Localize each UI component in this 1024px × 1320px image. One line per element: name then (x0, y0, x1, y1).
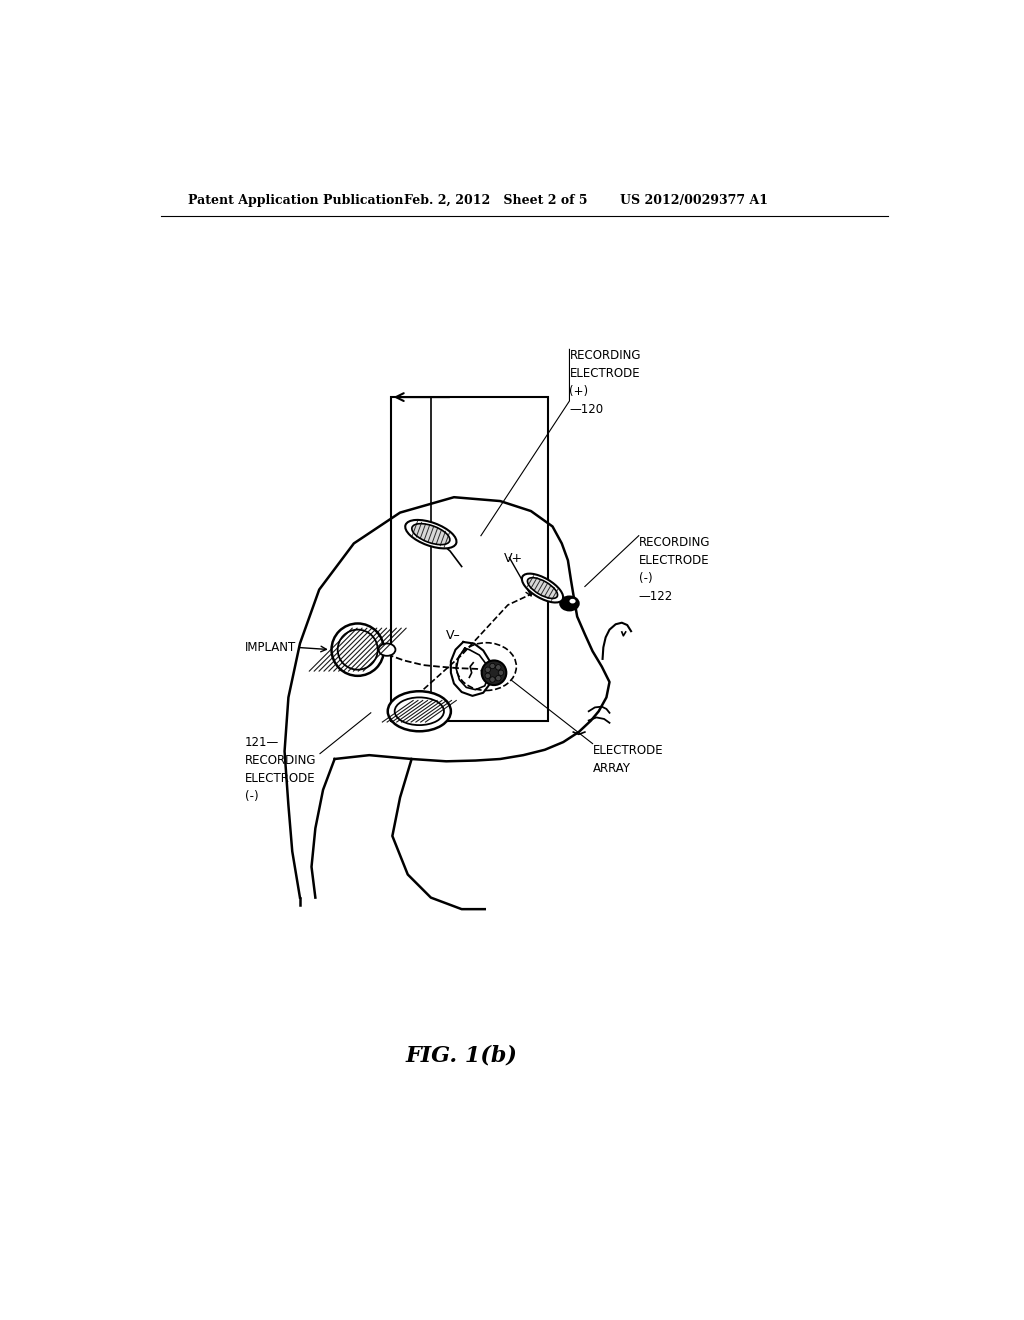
Text: RECORDING
ELECTRODE
(+)
—120: RECORDING ELECTRODE (+) —120 (569, 350, 641, 416)
Text: Patent Application Publication: Patent Application Publication (188, 194, 403, 207)
Circle shape (489, 664, 496, 669)
Text: V+: V+ (504, 552, 523, 565)
Circle shape (485, 667, 490, 672)
Circle shape (485, 673, 490, 678)
Ellipse shape (569, 599, 575, 603)
Ellipse shape (394, 697, 444, 725)
Ellipse shape (332, 623, 384, 676)
Ellipse shape (338, 630, 378, 669)
Circle shape (496, 676, 501, 681)
Circle shape (499, 671, 504, 676)
Ellipse shape (388, 692, 451, 731)
Bar (391, 397, 548, 721)
Circle shape (489, 677, 496, 682)
Text: US 2012/0029377 A1: US 2012/0029377 A1 (620, 194, 768, 207)
Ellipse shape (406, 520, 457, 548)
Ellipse shape (379, 644, 395, 656)
Ellipse shape (527, 578, 558, 598)
Text: ELECTRODE
ARRAY: ELECTRODE ARRAY (593, 743, 664, 775)
Text: V–: V– (446, 630, 461, 643)
Ellipse shape (412, 524, 450, 545)
Text: 121—
RECORDING
ELECTRODE
(-): 121— RECORDING ELECTRODE (-) (245, 737, 316, 803)
Ellipse shape (522, 574, 563, 602)
Circle shape (481, 660, 506, 685)
Text: RECORDING
ELECTRODE
(-)
—122: RECORDING ELECTRODE (-) —122 (639, 536, 711, 603)
Circle shape (496, 665, 501, 671)
Text: FIG. 1(b): FIG. 1(b) (406, 1044, 517, 1067)
Ellipse shape (560, 597, 579, 610)
Text: Feb. 2, 2012   Sheet 2 of 5: Feb. 2, 2012 Sheet 2 of 5 (403, 194, 588, 207)
Text: IMPLANT: IMPLANT (245, 640, 296, 653)
